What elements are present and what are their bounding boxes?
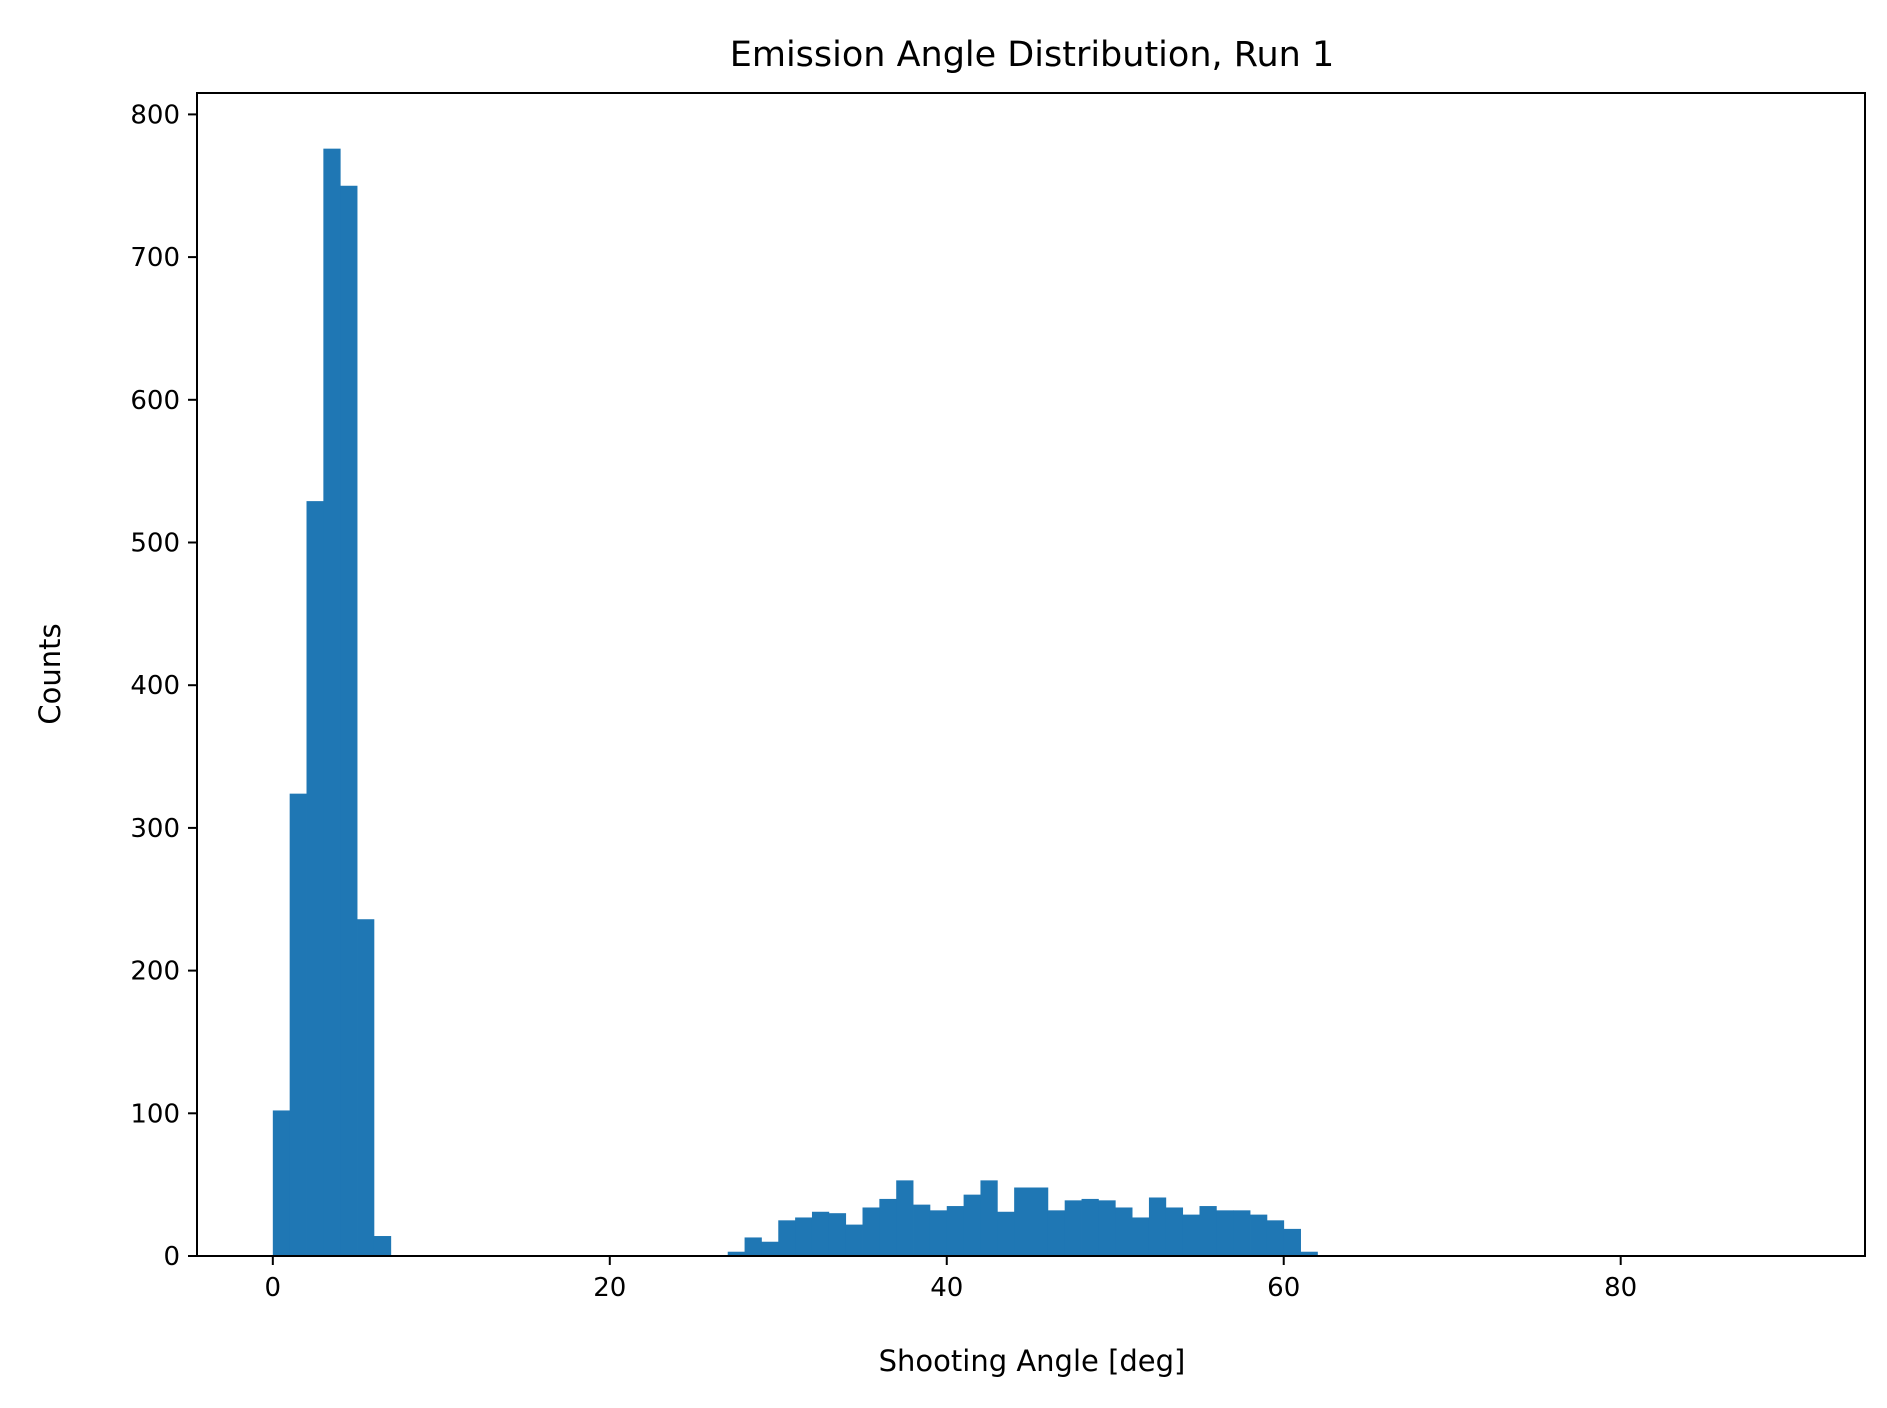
- histogram-bar: [1233, 1210, 1251, 1256]
- x-axis-label: Shooting Angle [deg]: [879, 1344, 1186, 1378]
- histogram-bar: [1165, 1207, 1184, 1256]
- histogram-bar: [1047, 1210, 1066, 1256]
- histogram-bar: [272, 1110, 291, 1256]
- bars-group: [272, 148, 1318, 1257]
- histogram-bar: [306, 501, 324, 1256]
- histogram-bar: [1199, 1206, 1217, 1256]
- histogram-bar: [778, 1220, 796, 1256]
- histogram-bar: [1148, 1197, 1167, 1256]
- x-tick-label: 40: [930, 1273, 963, 1303]
- histogram-bar: [811, 1211, 830, 1256]
- y-tick-label: 500: [130, 529, 180, 559]
- x-axis-ticks: 0 20 40 60 80: [265, 1256, 1637, 1303]
- histogram-bar: [879, 1198, 897, 1256]
- chart-title: Emission Angle Distribution, Run 1: [730, 35, 1335, 75]
- y-tick-label: 400: [130, 671, 180, 701]
- histogram-bar: [997, 1211, 1015, 1256]
- plot-frame: [196, 92, 1866, 1257]
- histogram-bar: [1132, 1217, 1150, 1256]
- histogram-bar: [795, 1217, 813, 1256]
- y-tick-label: 300: [130, 814, 180, 844]
- histogram-bar: [1098, 1200, 1116, 1256]
- y-tick-label: 200: [130, 957, 180, 987]
- histogram-bar: [1266, 1220, 1285, 1256]
- histogram-bar: [828, 1213, 847, 1256]
- histogram-bar: [1064, 1200, 1082, 1256]
- x-tick-label: 20: [593, 1273, 626, 1303]
- histogram-bar: [727, 1251, 745, 1256]
- histogram-bar: [289, 793, 307, 1256]
- histogram-bar: [1250, 1214, 1268, 1256]
- histogram-bar: [373, 1236, 392, 1256]
- histogram-bar: [946, 1206, 965, 1256]
- y-tick-label: 700: [130, 243, 180, 273]
- x-tick-label: 60: [1267, 1273, 1300, 1303]
- histogram-bar: [896, 1180, 914, 1256]
- histogram-bar: [1300, 1251, 1318, 1256]
- histogram-bar: [340, 185, 358, 1256]
- histogram-bar: [963, 1194, 981, 1256]
- histogram-bar: [913, 1204, 931, 1256]
- histogram-bar: [761, 1241, 779, 1256]
- histogram-bar: [862, 1207, 880, 1256]
- histogram-bar: [1081, 1198, 1099, 1256]
- histogram-bar: [845, 1224, 863, 1256]
- histogram-bar: [1014, 1187, 1032, 1256]
- histogram-bar: [1283, 1228, 1301, 1256]
- histogram-bar: [1115, 1207, 1133, 1256]
- histogram-bar: [323, 148, 341, 1257]
- y-axis-label: Counts: [33, 623, 67, 724]
- y-axis-ticks: 0 100 200 300 400 500 600 700 800: [130, 100, 197, 1272]
- y-tick-label: 800: [130, 100, 180, 130]
- x-tick-label: 0: [265, 1273, 282, 1303]
- histogram-bar: [1031, 1187, 1049, 1256]
- y-tick-label: 100: [130, 1099, 180, 1129]
- histogram-bar: [980, 1180, 998, 1256]
- y-tick-label: 600: [130, 386, 180, 416]
- histogram-bar: [929, 1210, 948, 1256]
- histogram-bar: [744, 1237, 762, 1256]
- y-tick-label: 0: [163, 1242, 180, 1272]
- histogram-bar: [1182, 1214, 1200, 1256]
- x-tick-label: 80: [1604, 1273, 1637, 1303]
- histogram-bar: [1216, 1210, 1234, 1256]
- histogram-bar: [357, 919, 375, 1256]
